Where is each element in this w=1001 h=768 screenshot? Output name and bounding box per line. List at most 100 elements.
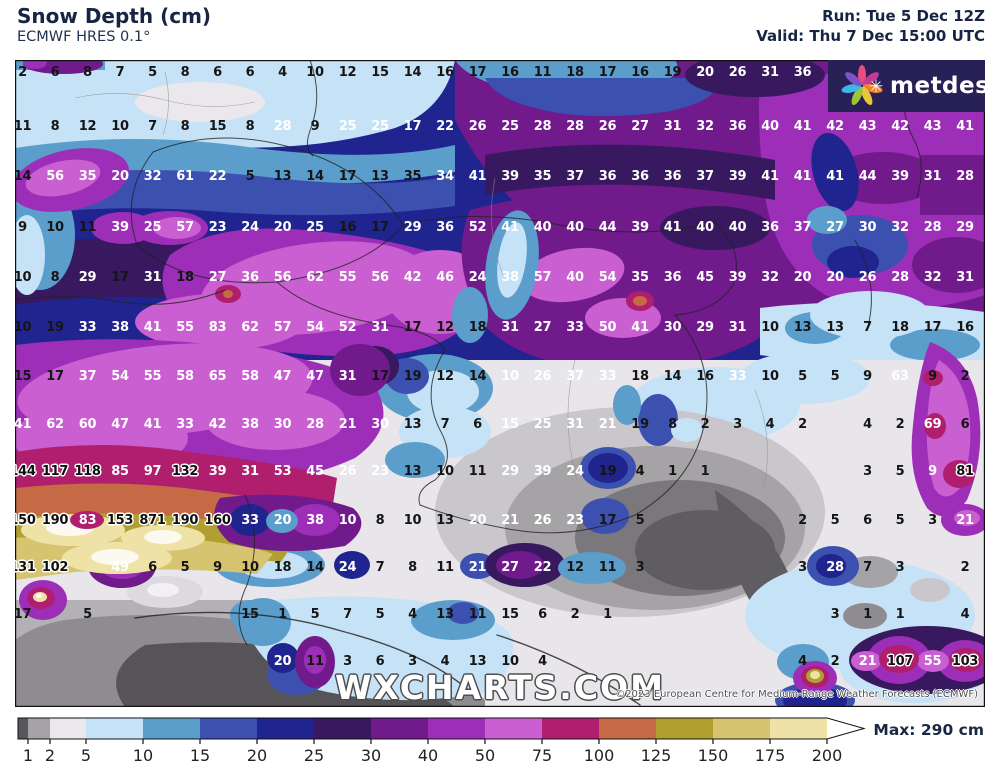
grid-value: 14: [15, 169, 32, 184]
grid-value: 28: [533, 119, 552, 134]
grid-value: 24: [241, 220, 259, 235]
grid-value: 16: [338, 220, 357, 235]
grid-value: 4: [440, 654, 450, 669]
grid-value: 153: [106, 513, 134, 528]
logo-petal: [841, 83, 862, 93]
grid-value: 60: [78, 417, 97, 432]
grid-value: 15: [208, 119, 227, 134]
grid-value: 29: [696, 320, 714, 335]
grid-value: 40: [566, 270, 584, 285]
grid-value: 22: [208, 169, 227, 184]
grid-value: 12: [566, 560, 584, 575]
grid-value: 62: [46, 417, 64, 432]
grid-value: 26: [858, 270, 877, 285]
grid-value: 27: [533, 320, 552, 335]
field-pink-south: [15, 339, 390, 580]
legend-tick-label: 30: [361, 746, 381, 765]
grid-value: 27: [208, 270, 227, 285]
grid-value: 7: [115, 65, 125, 80]
grid-value: 25: [338, 119, 357, 134]
grid-value: 17: [468, 65, 487, 80]
grid-value: 28: [306, 417, 324, 432]
grid-value: 103: [951, 654, 979, 669]
run-info: Run: Tue 5 Dec 12Z Valid: Thu 7 Dec 15:0…: [756, 7, 985, 46]
grid-value: 57: [533, 270, 552, 285]
grid-value: 33: [176, 417, 194, 432]
grid-value: 31: [728, 320, 747, 335]
page-title: Snow Depth (cm): [17, 4, 212, 28]
grid-value: 5: [830, 513, 840, 528]
grid-value: 190: [41, 513, 69, 528]
field-pinks-top: [15, 132, 985, 369]
grid-value: 1: [863, 607, 872, 622]
grid-value: 5: [635, 513, 645, 528]
grid-value: 1: [603, 607, 612, 622]
copyright-text: ©2023 European Centre for Medium-Range W…: [615, 689, 978, 700]
grid-value: 1: [278, 607, 287, 622]
grid-value: 25: [501, 119, 519, 134]
grid-value: 41: [793, 119, 812, 134]
grid-value: 54: [306, 320, 324, 335]
grid-value: 17: [46, 369, 64, 384]
grid-value: 3: [928, 513, 937, 528]
grid-value: 2: [18, 65, 27, 80]
grid-value: 97: [143, 464, 162, 479]
legend-bar-segment: [314, 718, 371, 739]
grid-value: 3: [733, 417, 742, 432]
grid-value: 46: [436, 270, 454, 285]
grid-value: 17: [111, 270, 129, 285]
legend-tick-label: 2: [45, 746, 55, 765]
grid-value: 28: [891, 270, 909, 285]
grid-value: 8: [180, 65, 190, 80]
grid-value: 6: [538, 607, 547, 622]
grid-value: 2: [960, 369, 970, 384]
grid-value: 14: [306, 560, 324, 575]
grid-value: 10: [111, 119, 129, 134]
grid-value: 7: [343, 607, 352, 622]
grid-value: 160: [204, 513, 231, 528]
grid-value: 62: [241, 320, 259, 335]
grid-value: 1: [668, 464, 677, 479]
grid-value: 13: [371, 169, 389, 184]
grid-value: 29: [501, 464, 519, 479]
grid-value: 40: [728, 220, 747, 235]
grid-value: 13: [826, 320, 844, 335]
grid-value: 25: [371, 119, 389, 134]
grid-value: 54: [598, 270, 617, 285]
grid-value: 23: [208, 220, 227, 235]
grid-value: 20: [468, 513, 487, 528]
grid-value: 10: [403, 513, 422, 528]
legend-bar-segment: [257, 718, 314, 739]
grid-value: 31: [338, 369, 357, 384]
grid-value: 11: [78, 220, 97, 235]
grid-value: 12: [436, 369, 454, 384]
grid-value: 58: [176, 369, 194, 384]
grid-value: 40: [696, 220, 714, 235]
grid-value: 10: [761, 320, 779, 335]
grid-value: 16: [956, 320, 974, 335]
grid-value: 55: [923, 654, 942, 669]
grid-value: 11: [15, 119, 32, 134]
grid-value: 6: [50, 65, 60, 80]
grid-value: 47: [273, 369, 292, 384]
grid-value: 33: [566, 320, 584, 335]
grid-value: 6: [960, 417, 970, 432]
grid-value: 19: [631, 417, 649, 432]
logo-petal: [858, 65, 866, 85]
grid-value: 5: [830, 369, 840, 384]
grid-value: 19: [46, 320, 64, 335]
grid-value: 8: [408, 560, 417, 575]
legend-bar-segment: [428, 718, 485, 739]
grid-value: 39: [728, 270, 747, 285]
grid-value: 38: [111, 320, 129, 335]
grid-value: 17: [371, 220, 389, 235]
grid-value: 8: [375, 513, 385, 528]
grid-value: 20: [826, 270, 844, 285]
grid-value: 11: [468, 464, 487, 479]
grid-value: 36: [436, 220, 454, 235]
grid-value: 10: [241, 560, 259, 575]
grid-value: 5: [83, 607, 92, 622]
grid-value: 52: [468, 220, 487, 235]
grid-value: 17: [15, 607, 32, 622]
grid-value: 33: [728, 369, 747, 384]
